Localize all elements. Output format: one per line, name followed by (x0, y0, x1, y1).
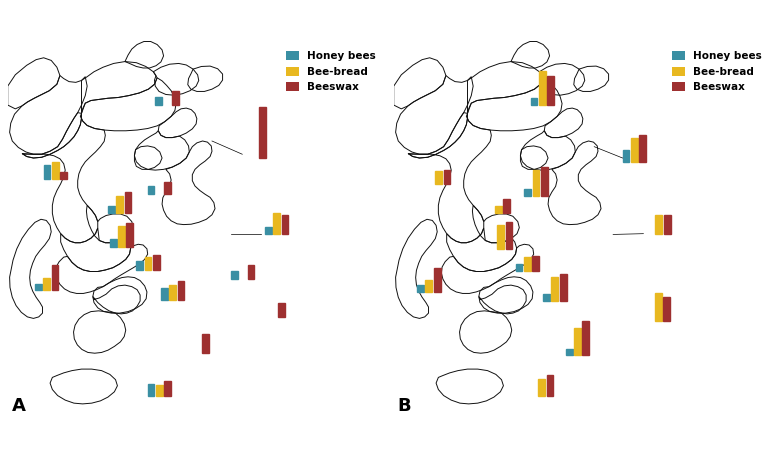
Bar (35, 283, 42, 291)
Bar (144, 257, 151, 270)
Bar (532, 256, 539, 271)
Bar (265, 227, 272, 234)
Bar (551, 277, 558, 301)
Bar (530, 98, 537, 105)
Bar (117, 196, 123, 213)
Bar (639, 135, 646, 162)
Text: A: A (12, 397, 25, 415)
Bar (178, 281, 185, 300)
Bar (124, 192, 131, 213)
Bar (574, 328, 581, 356)
Bar (169, 285, 176, 300)
Bar (547, 76, 554, 105)
Bar (231, 271, 238, 279)
Bar (516, 264, 523, 271)
Bar (631, 138, 638, 162)
Bar (495, 206, 502, 213)
Bar (583, 321, 589, 356)
Bar (248, 265, 254, 279)
Bar (202, 334, 209, 353)
Bar (156, 385, 163, 396)
Bar (259, 107, 266, 158)
Bar (147, 186, 154, 194)
Text: B: B (398, 397, 411, 415)
Bar (655, 293, 662, 321)
Bar (434, 268, 441, 292)
Bar (282, 215, 289, 234)
Bar (497, 225, 504, 249)
Bar (655, 215, 662, 234)
Bar (52, 264, 59, 291)
Bar (278, 303, 285, 317)
Bar (506, 221, 513, 249)
Bar (52, 162, 59, 179)
Bar (161, 288, 168, 300)
Bar (566, 349, 573, 356)
Bar (541, 167, 547, 196)
Bar (153, 255, 160, 270)
Bar (172, 91, 178, 105)
Bar (543, 294, 550, 301)
Bar (435, 171, 442, 184)
Bar (137, 262, 143, 270)
Bar (503, 199, 510, 213)
Bar (524, 257, 530, 271)
Bar (164, 182, 171, 194)
Bar (108, 206, 115, 213)
Bar (560, 274, 567, 301)
Bar (164, 382, 171, 396)
Bar (43, 278, 50, 291)
Bar (664, 215, 671, 234)
Bar (444, 170, 451, 184)
Bar (622, 149, 629, 162)
Bar (273, 213, 280, 234)
Bar (417, 285, 424, 292)
Bar (44, 165, 50, 179)
Bar (538, 379, 545, 396)
Legend: Honey bees, Bee-bread, Beeswax: Honey bees, Bee-bread, Beeswax (281, 46, 381, 98)
Bar (60, 172, 67, 179)
Bar (118, 227, 125, 247)
Legend: Honey bees, Bee-bread, Beeswax: Honey bees, Bee-bread, Beeswax (667, 46, 767, 98)
Bar (533, 170, 540, 196)
Bar (110, 239, 117, 247)
Bar (539, 71, 546, 105)
Bar (663, 297, 670, 321)
Bar (425, 280, 432, 292)
Bar (524, 189, 531, 196)
Bar (147, 384, 154, 396)
Bar (547, 374, 554, 396)
Bar (155, 97, 162, 105)
Bar (127, 223, 134, 247)
